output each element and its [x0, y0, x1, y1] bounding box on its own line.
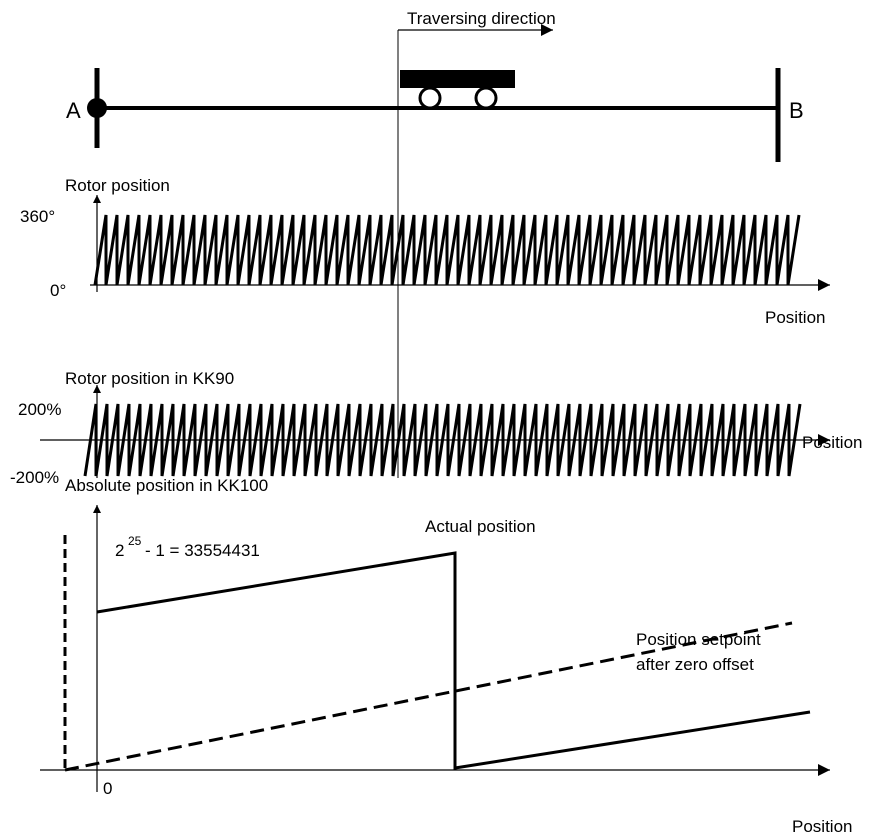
- kk90-title: Rotor position in KK90: [65, 369, 234, 388]
- setpoint-line: [64, 621, 793, 772]
- formula: - 1 = 33554431: [145, 541, 260, 560]
- cart: [400, 70, 515, 88]
- wheel: [474, 86, 498, 110]
- top-label: 360°: [20, 207, 55, 226]
- axis-label: Position: [765, 308, 825, 327]
- end-label: B: [789, 98, 804, 123]
- bottom-label: 0°: [50, 281, 66, 300]
- axis-label: Position: [802, 433, 862, 452]
- formula-base: 2: [115, 541, 124, 560]
- start-label: A: [66, 98, 81, 123]
- sawtooth: [93, 214, 801, 286]
- setpoint-label: after zero offset: [636, 655, 754, 674]
- actual-position-line: [96, 551, 811, 770]
- start-point: [87, 98, 107, 118]
- rotor-title: Rotor position: [65, 176, 170, 195]
- top-label: 200%: [18, 400, 61, 419]
- axis-label: Position: [792, 817, 852, 836]
- actual-label: Actual position: [425, 517, 536, 536]
- sawtooth: [83, 403, 802, 477]
- origin-label: 0: [103, 779, 112, 798]
- wheel: [418, 86, 442, 110]
- bottom-label: -200%: [10, 468, 59, 487]
- kk100-title: Absolute position in KK100: [65, 476, 268, 495]
- formula-exponent: 25: [128, 534, 142, 548]
- direction-label: Traversing direction: [407, 9, 556, 28]
- setpoint-label: Position setpoint: [636, 630, 761, 649]
